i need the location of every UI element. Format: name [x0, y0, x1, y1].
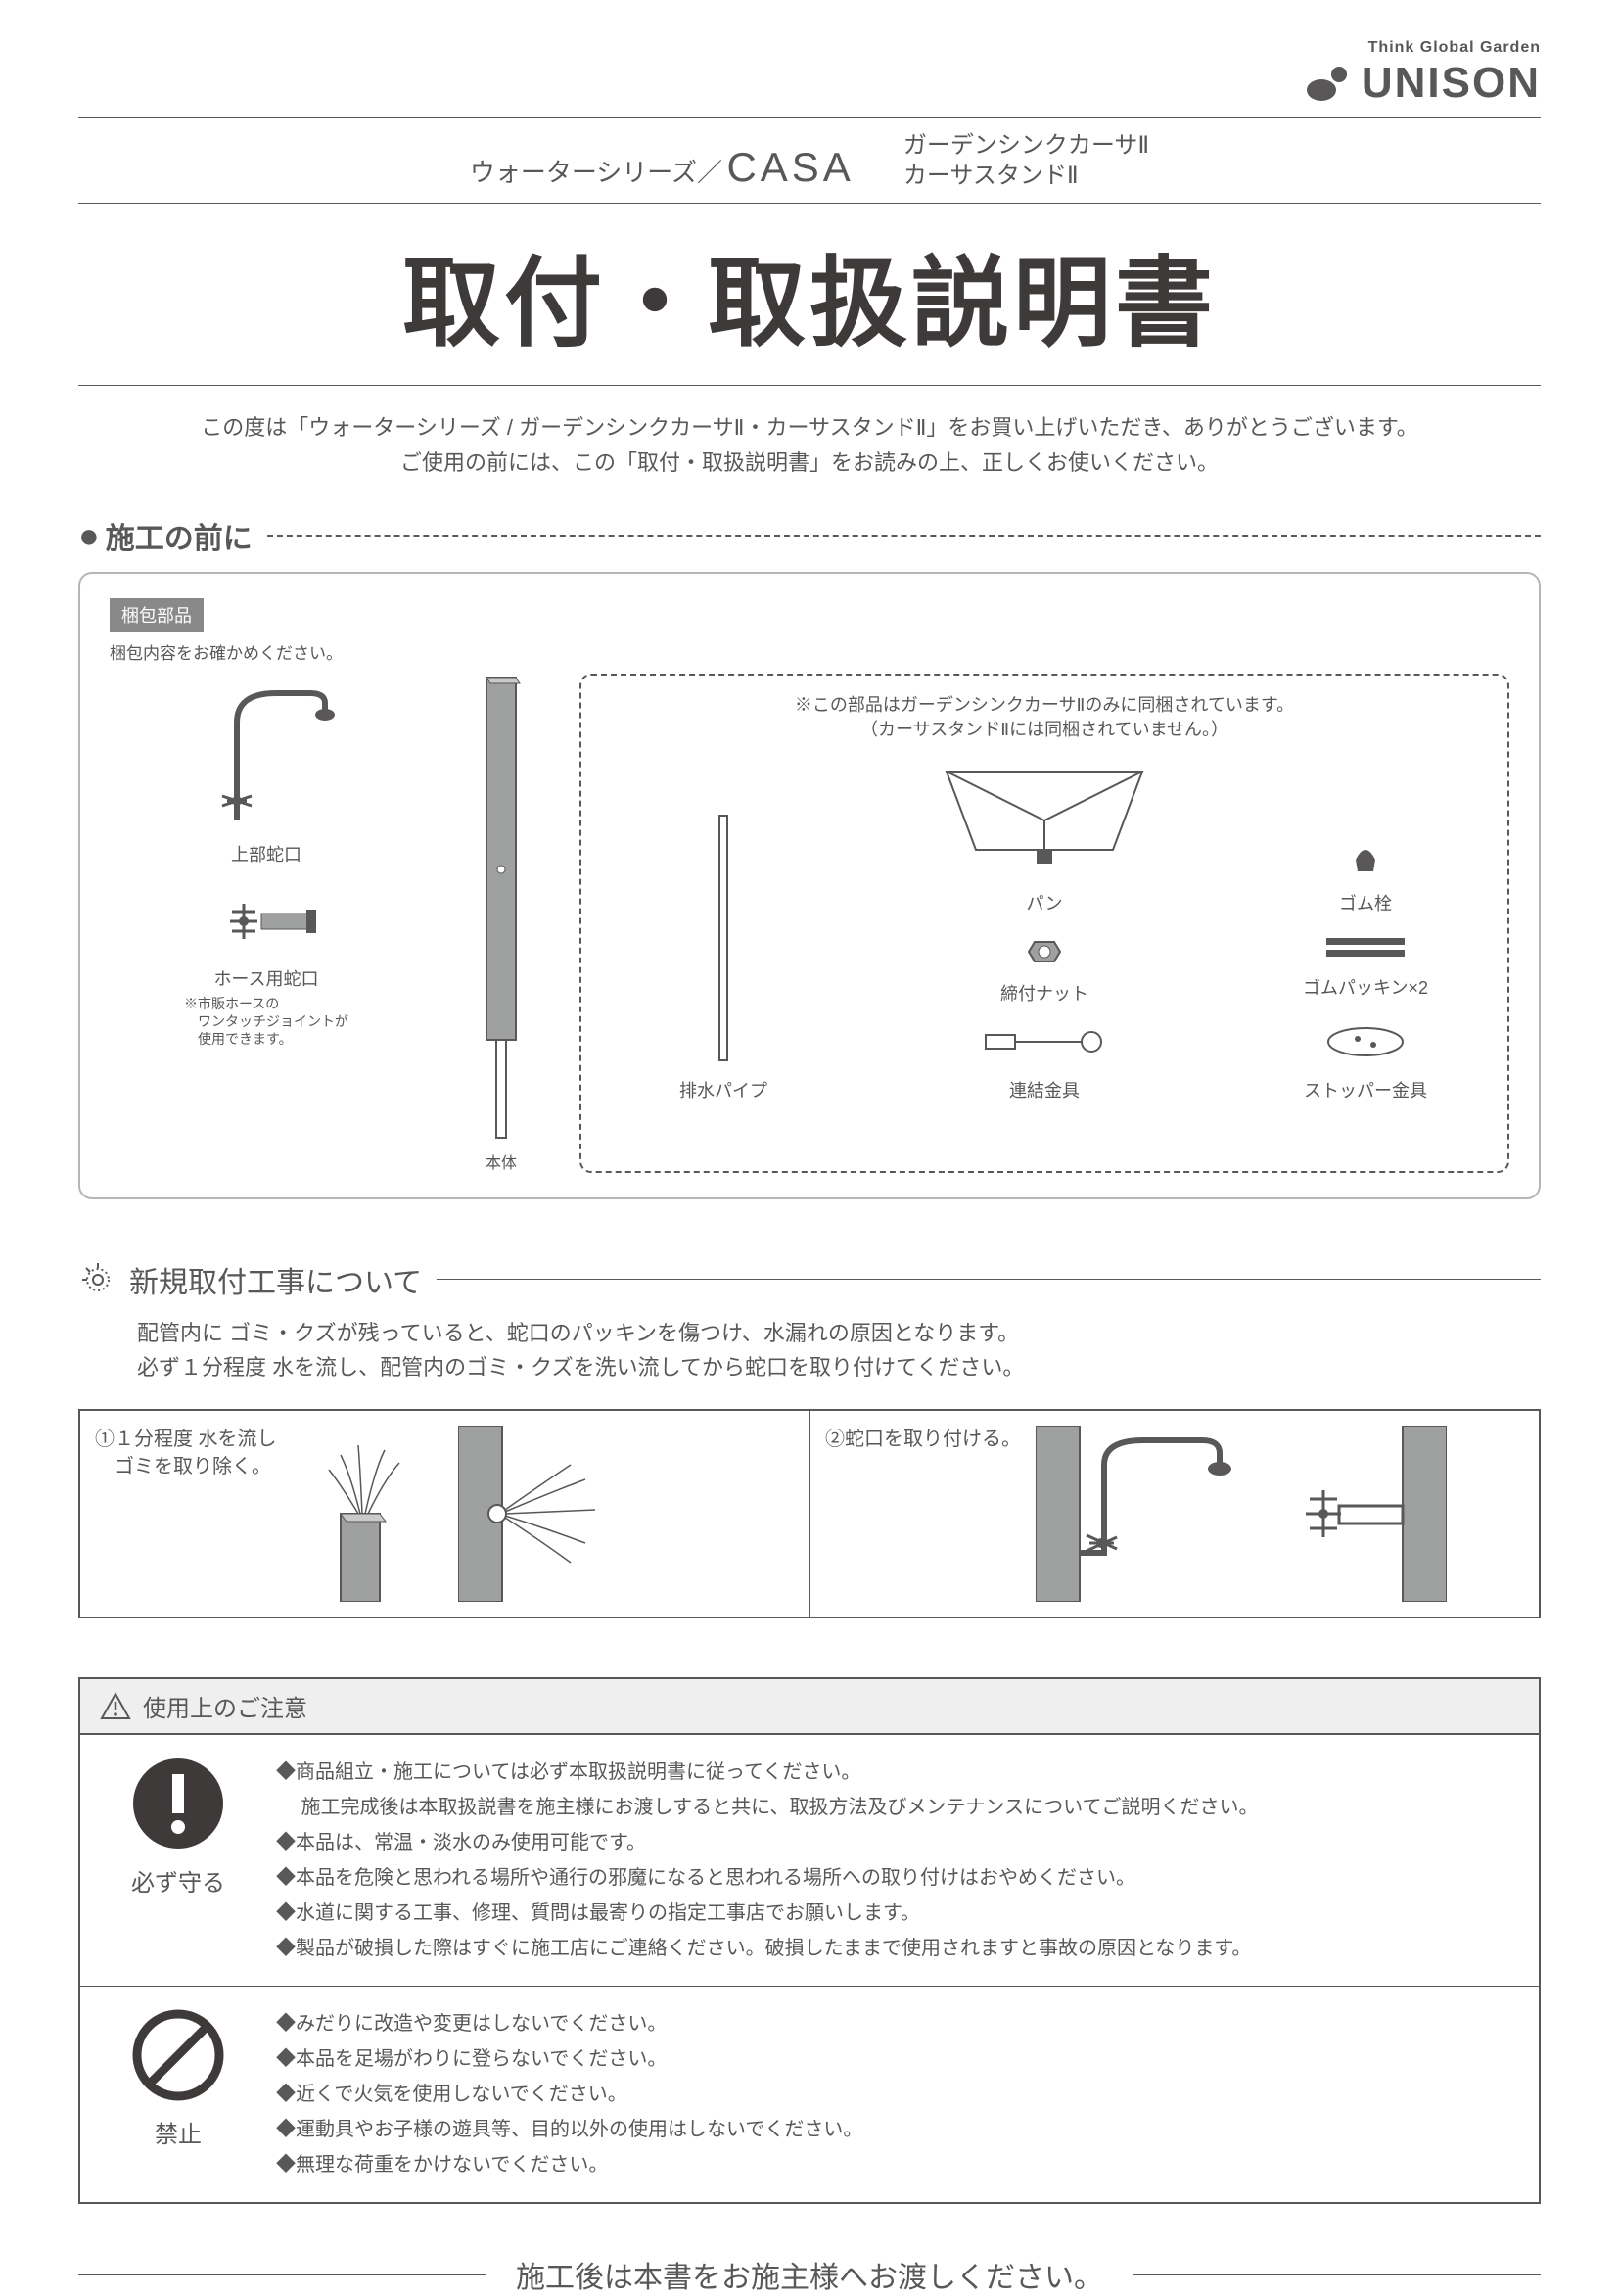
footer-text: 施工後は本書をお施主様へお渡しください。 — [516, 2253, 1103, 2296]
hose-faucet-note: ※市販ホースの ワンタッチジョイントが 使用できます。 — [184, 995, 348, 1049]
product-name-2: カーサスタンドⅡ — [903, 161, 1149, 191]
section-2-header: 新規取付工事について — [78, 1258, 1541, 1301]
step-1: ①１分程度 水を流し ゴミを取り除く。 — [80, 1411, 809, 1617]
product-header: ウォーターシリーズ／ CASA ガーデンシンクカーサⅡ カーサスタンドⅡ — [78, 117, 1541, 204]
section-2-text: 配管内に ゴミ・クズが残っていると、蛇口のパッキンを傷つけ、水漏れの原因となりま… — [137, 1316, 1541, 1384]
pan-icon — [927, 752, 1162, 879]
forbid-item: ◆近くで火気を使用しないでください。 — [276, 2077, 862, 2112]
parts-badge: 梱包部品 — [110, 598, 204, 632]
section-1-title: 施工の前に — [106, 514, 253, 557]
step-1-fig-a — [292, 1426, 429, 1602]
product-names: ガーデンシンクカーサⅡ カーサスタンドⅡ — [903, 130, 1149, 191]
casa-label: CASA — [726, 144, 854, 190]
bullet-icon: ● — [78, 515, 100, 556]
intro-text: この度は「ウォーターシリーズ / ガーデンシンクカーサⅡ・カーサスタンドⅡ」をお… — [78, 410, 1541, 479]
forbid-item: ◆無理な荷重をかけないでください。 — [276, 2147, 862, 2182]
step-1-label: ①１分程度 水を流し ゴミを取り除く。 — [95, 1426, 277, 1480]
top-faucet-label: 上部蛇口 — [198, 841, 335, 867]
must-list: ◆商品組立・施工については必ず本取扱説明書に従ってください。 施工完成後は本取扱… — [276, 1755, 1259, 1966]
must-obey-icon — [129, 1755, 227, 1852]
parts-panel: 梱包部品 梱包内容をお確かめください。 上部蛇口 — [78, 572, 1541, 1199]
pan-label: パン — [880, 890, 1209, 915]
step-1-fig-b — [458, 1426, 615, 1602]
must-item: ◆本品は、常温・淡水のみ使用可能です。 — [276, 1825, 1259, 1860]
footer-rule-right — [1133, 2274, 1541, 2275]
hose-faucet-label: ホース用蛇口 — [184, 965, 348, 991]
body-label: 本体 — [486, 1149, 517, 1173]
must-item: ◆商品組立・施工については必ず本取扱説明書に従ってください。 — [276, 1755, 1259, 1790]
lightbulb-icon — [78, 1260, 117, 1299]
warning-icon — [100, 1691, 131, 1722]
stopper-icon — [1317, 1017, 1414, 1066]
step-2-label: ②蛇口を取り付ける。 — [825, 1426, 1021, 1453]
part-pan: パン — [880, 752, 1209, 915]
main-title: 取付・取扱説明書 — [78, 204, 1541, 386]
logo-mark: UNISON — [1307, 59, 1541, 108]
forbid-item: ◆運動具やお子様の遊具等、目的以外の使用はしないでください。 — [276, 2112, 862, 2147]
must-obey-label: 必ず守る — [110, 1863, 247, 1898]
parts-left-column: 上部蛇口 ホース用蛇口 ※市販ホースの ワンタッチジョイントが 使用できます。 — [110, 674, 423, 1173]
logo-brand-text: UNISON — [1362, 59, 1541, 108]
part-top-faucet: 上部蛇口 — [198, 674, 335, 867]
stopper-label: ストッパー金具 — [1248, 1077, 1483, 1102]
dashed-group-note: ※この部品はガーデンシンクカーサⅡのみに同梱されています。 （カーサスタンドⅡに… — [606, 693, 1483, 742]
forbid-item: ◆本品を足場がわりに登らないでください。 — [276, 2041, 862, 2077]
body-icon — [467, 674, 535, 1144]
must-item: ◆水道に関する工事、修理、質問は最寄りの指定工事店でお願いします。 — [276, 1896, 1259, 1931]
part-packing-stopper: ゴムパッキン×2 ストッパー金具 — [1248, 934, 1483, 1102]
top-faucet-icon — [198, 674, 335, 830]
section-rule — [437, 1279, 1541, 1280]
part-hose-faucet: ホース用蛇口 ※市販ホースの ワンタッチジョイントが 使用できます。 — [184, 886, 348, 1049]
parts-badge-sub: 梱包内容をお確かめください。 — [110, 639, 1509, 664]
parts-dashed-group: ※この部品はガーデンシンクカーサⅡのみに同梱されています。 （カーサスタンドⅡに… — [579, 674, 1509, 1173]
section-1-header: ● 施工の前に — [78, 514, 1541, 557]
dashed-rule — [267, 535, 1541, 537]
logo-tagline: Think Global Garden — [1307, 39, 1541, 57]
part-nut-connector: 締付ナット 連結金具 — [880, 930, 1209, 1102]
drain-pipe-label: 排水パイプ — [606, 1077, 841, 1102]
footer-note: 施工後は本書をお施主様へお渡しください。 — [78, 2253, 1541, 2296]
series-label: ウォーターシリーズ／ — [470, 158, 722, 187]
brand-logo: Think Global Garden UNISON — [1307, 39, 1541, 108]
logo-icon — [1307, 65, 1354, 102]
steps-panel: ①１分程度 水を流し ゴミを取り除く。 — [78, 1409, 1541, 1618]
rubber-plug-label: ゴム栓 — [1248, 890, 1483, 915]
section-2-title: 新規取付工事について — [129, 1258, 422, 1301]
prohibition-icon — [129, 2006, 227, 2104]
intro-line-1: この度は「ウォーターシリーズ / ガーデンシンクカーサⅡ・カーサスタンドⅡ」をお… — [78, 410, 1541, 445]
must-item: ◆製品が破損した際はすぐに施工店にご連絡ください。破損したままで使用されますと事… — [276, 1931, 1259, 1966]
caution-header: 使用上のご注意 — [80, 1679, 1539, 1735]
part-drain-pipe: 排水パイプ — [606, 812, 841, 1102]
rubber-plug-icon — [1326, 830, 1405, 879]
forbid-item: ◆みだりに改造や変更はしないでください。 — [276, 2006, 862, 2041]
parts-body-column: 本体 — [442, 674, 560, 1173]
intro-line-2: ご使用の前には、この「取付・取扱説明書」をお読みの上、正しくお使いください。 — [78, 445, 1541, 480]
forbid-label: 禁止 — [110, 2115, 247, 2149]
caution-panel: 使用上のご注意 必ず守る ◆商品組立・施工については必ず本取扱説明書に従ってくだ… — [78, 1677, 1541, 2204]
caution-forbid-row: 禁止 ◆みだりに改造や変更はしないでください。◆本品を足場がわりに登らないでくだ… — [80, 1986, 1539, 2202]
footer-rule-left — [78, 2274, 486, 2275]
caution-must-row: 必ず守る ◆商品組立・施工については必ず本取扱説明書に従ってください。 施工完成… — [80, 1735, 1539, 1986]
step-2-fig-a — [1036, 1426, 1251, 1602]
part-rubber-plug: ゴム栓 — [1248, 830, 1483, 915]
connector-icon — [976, 1017, 1113, 1066]
product-name-1: ガーデンシンクカーサⅡ — [903, 130, 1149, 161]
must-item: ◆本品を危険と思われる場所や通行の邪魔になると思われる場所への取り付けはおやめく… — [276, 1860, 1259, 1896]
must-item: 施工完成後は本取扱説書を施主様にお渡しすると共に、取扱方法及びメンテナンスについ… — [276, 1790, 1259, 1825]
drain-pipe-icon — [704, 812, 743, 1066]
nut-icon — [1015, 930, 1074, 969]
caution-title: 使用上のご注意 — [143, 1689, 307, 1723]
nut-label: 締付ナット — [880, 980, 1209, 1006]
rubber-packing-label: ゴムパッキン×2 — [1248, 974, 1483, 1000]
step-2-fig-b — [1280, 1426, 1447, 1602]
hose-faucet-icon — [212, 886, 320, 955]
connector-label: 連結金具 — [880, 1077, 1209, 1102]
forbid-list: ◆みだりに改造や変更はしないでください。◆本品を足場がわりに登らないでください。… — [276, 2006, 862, 2182]
rubber-packing-icon — [1307, 934, 1424, 963]
step-2: ②蛇口を取り付ける。 — [809, 1411, 1539, 1617]
